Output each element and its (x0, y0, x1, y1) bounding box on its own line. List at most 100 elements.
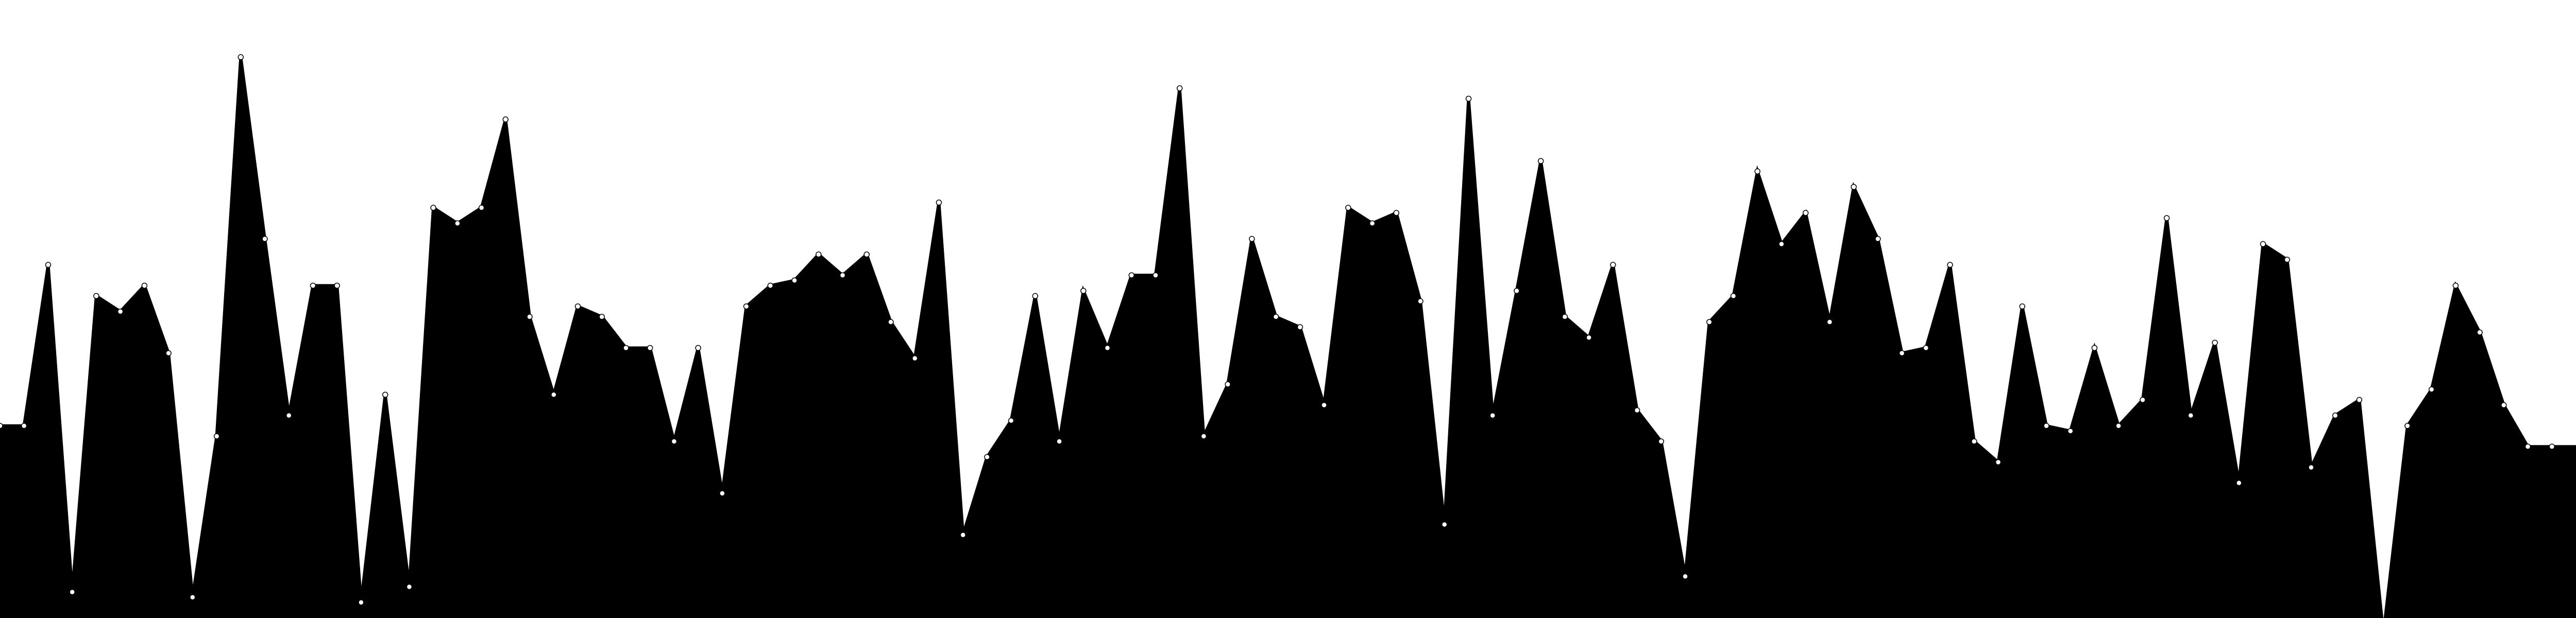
data-point (190, 594, 196, 600)
data-point (2212, 339, 2218, 346)
data-point (2308, 464, 2314, 471)
data-point (1080, 287, 1087, 294)
data-point (1562, 314, 1568, 320)
data-point (2236, 480, 2242, 486)
data-point (984, 454, 990, 460)
data-point (719, 490, 725, 496)
data-point (1225, 381, 1231, 387)
data-point (69, 589, 75, 595)
data-point (888, 319, 894, 325)
data-point (1923, 345, 1929, 351)
data-point (911, 355, 918, 362)
data-point (671, 438, 677, 444)
data-point (623, 345, 629, 351)
data-point (1706, 319, 1713, 325)
data-point (1104, 345, 1111, 351)
data-point (1441, 521, 1448, 528)
data-point (551, 391, 557, 398)
data-point (767, 282, 774, 289)
data-point (599, 314, 605, 320)
data-point (93, 293, 99, 299)
data-point (1899, 350, 1905, 356)
data-point (1417, 298, 1423, 304)
data-point (454, 220, 461, 227)
data-point (141, 282, 148, 289)
data-point (743, 303, 750, 310)
data-point (1826, 319, 1833, 325)
data-point (1514, 287, 1520, 294)
data-point (2524, 443, 2531, 450)
data-point (791, 277, 798, 284)
data-point (165, 350, 172, 356)
data-point (1321, 402, 1327, 408)
data-point (1754, 168, 1760, 175)
data-point (1393, 210, 1400, 216)
data-point (527, 314, 533, 320)
data-point (1032, 293, 1039, 299)
data-point (1056, 438, 1062, 444)
data-point (1610, 262, 1616, 268)
data-point (1586, 334, 1592, 341)
data-point (2452, 282, 2459, 289)
data-point (1947, 262, 1953, 268)
data-point (262, 236, 268, 242)
data-point (2163, 215, 2170, 221)
data-point (334, 282, 340, 289)
data-point (1537, 158, 1544, 164)
data-point (1153, 272, 1159, 279)
data-point (213, 433, 220, 439)
data-point (2356, 397, 2363, 403)
data-point (1489, 412, 1496, 419)
data-point (2404, 423, 2411, 429)
data-point (1778, 241, 1785, 247)
data-point (2067, 428, 2074, 434)
data-point (310, 282, 316, 289)
data-point (1176, 85, 1183, 92)
data-point (1273, 314, 1279, 320)
data-point (45, 262, 52, 268)
data-point (2043, 423, 2049, 429)
data-point (1802, 210, 1809, 216)
points-layer (0, 54, 2555, 606)
data-point (960, 531, 966, 538)
data-point (2140, 397, 2146, 403)
data-point (117, 308, 124, 315)
data-point (1200, 433, 1207, 439)
data-point (863, 251, 870, 258)
data-point (695, 345, 701, 351)
data-point (1995, 459, 2002, 466)
data-point (1658, 438, 1665, 444)
data-point (358, 599, 364, 606)
data-point (1369, 220, 1376, 227)
data-point (1008, 418, 1014, 424)
data-point (936, 199, 942, 206)
data-point (2091, 345, 2098, 351)
data-point (1730, 293, 1737, 299)
data-point (2477, 329, 2483, 336)
data-point (2115, 423, 2122, 429)
data-point (1465, 95, 1472, 102)
data-point (382, 391, 388, 398)
data-point (839, 272, 846, 279)
data-point (647, 345, 653, 351)
data-point (285, 412, 292, 419)
data-point (502, 116, 509, 123)
data-point (238, 54, 244, 60)
data-point (2549, 443, 2555, 450)
data-point (574, 303, 581, 310)
data-point (406, 583, 413, 590)
data-point (1851, 184, 1857, 190)
data-point (1297, 324, 1303, 331)
data-point (2188, 412, 2194, 419)
data-point (1128, 272, 1135, 279)
data-point (1634, 407, 1640, 414)
data-point (2260, 241, 2266, 247)
data-point (1682, 573, 1688, 580)
data-point (1249, 236, 1255, 242)
data-point (430, 204, 436, 211)
data-point (478, 204, 485, 211)
data-point (2501, 402, 2507, 408)
data-point (1875, 236, 1881, 242)
data-point (2332, 412, 2338, 419)
